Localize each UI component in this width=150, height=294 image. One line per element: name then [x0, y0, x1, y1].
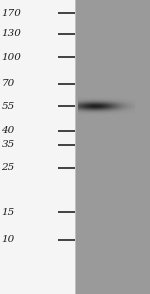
Text: 70: 70: [2, 79, 15, 88]
Text: 10: 10: [2, 235, 15, 244]
Text: 170: 170: [2, 9, 21, 18]
Text: 35: 35: [2, 140, 15, 149]
Text: 15: 15: [2, 208, 15, 217]
Bar: [75, 0, 150, 294]
Text: 130: 130: [2, 29, 21, 38]
Text: 55: 55: [2, 102, 15, 111]
Text: 25: 25: [2, 163, 15, 172]
Text: 100: 100: [2, 53, 21, 62]
Text: 40: 40: [2, 126, 15, 135]
